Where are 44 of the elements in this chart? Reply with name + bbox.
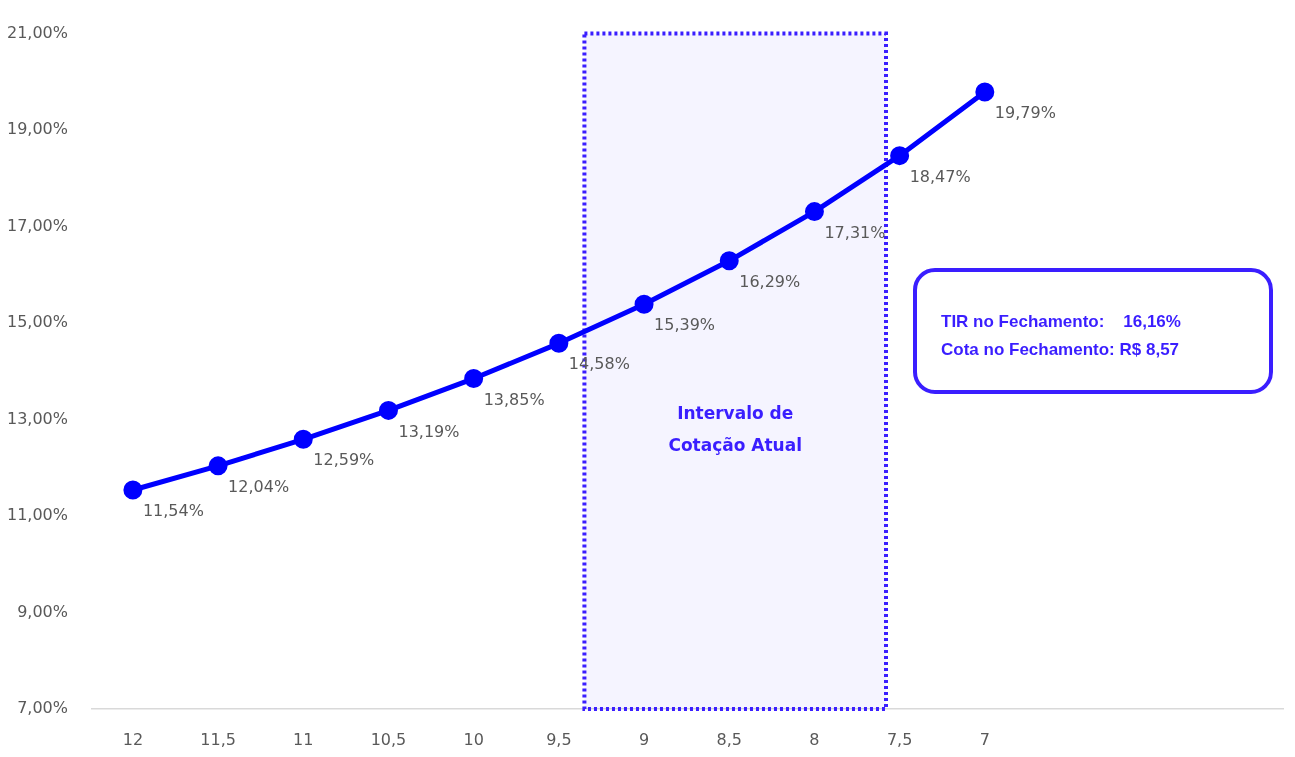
x-tick-label: 10 [463,729,484,749]
data-label: 18,47% [909,166,971,186]
x-tick-label: 8,5 [716,729,742,749]
y-tick-label: 11,00% [6,505,68,525]
y-tick-label: 15,00% [6,312,68,332]
data-label: 13,19% [398,421,460,441]
point [208,456,228,476]
point [719,251,739,271]
point [464,369,484,389]
annotation: Cota no Fechamento: R$ 8,57 [941,339,1181,361]
x-tick-label: 11 [293,729,314,749]
point [378,400,398,420]
x-tick-label: 7,5 [886,729,913,749]
data-label: 13,85% [483,389,545,409]
data-label: 16,29% [739,271,801,291]
x-tick-label: 10,5 [370,729,407,749]
x-tick-label: 9 [638,729,650,749]
y-tick-label: 21,00% [6,22,68,42]
point [123,480,143,500]
data-label: 12,04% [228,477,290,497]
data-label: 17,31% [824,222,886,242]
x-tick-label: 9,5 [546,729,572,749]
x-tick-label: 8 [809,729,820,749]
point [804,202,824,222]
y-tick-label: 9,00% [17,601,68,621]
data-label: 15,39% [654,315,716,335]
point [293,429,313,449]
data-label: 14,58% [568,354,630,374]
point [549,333,569,353]
data-label: 11,54% [142,501,204,521]
x-tick-label: 11,5 [200,729,236,749]
data-label: 12,59% [313,450,375,470]
y-tick-label: 13,00% [6,408,68,428]
point [634,294,654,314]
x-tick-label: 7 [979,729,990,749]
y-tick-label: 7,00% [17,698,68,718]
point [975,82,995,102]
band-label: Intervalo de Cotação Atual [668,402,803,455]
y-tick-label: 19,00% [6,119,68,139]
annotation: TIR no Fechamento: 16,16% [941,311,1182,333]
point [890,146,910,166]
x-tick-label: 12 [122,729,144,749]
y-tick-label: 17,00% [6,215,68,235]
data-label: 19,79% [994,103,1056,123]
